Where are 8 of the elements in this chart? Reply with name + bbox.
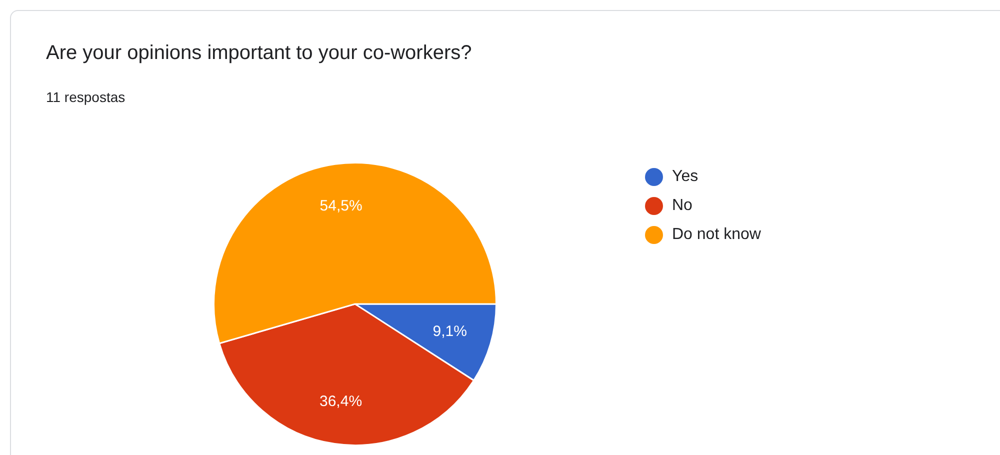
legend-label: Yes bbox=[672, 168, 698, 186]
data-label: 9,1% bbox=[432, 323, 467, 340]
chart-title: Are your opinions important to your co-workers? bbox=[46, 42, 472, 65]
text: 11 respostas bbox=[46, 89, 126, 105]
data-label: 36,4% bbox=[319, 392, 362, 410]
legend-label: No bbox=[672, 196, 692, 214]
legend-label: Do not know bbox=[672, 226, 761, 244]
data-label: 54,5% bbox=[320, 197, 362, 214]
